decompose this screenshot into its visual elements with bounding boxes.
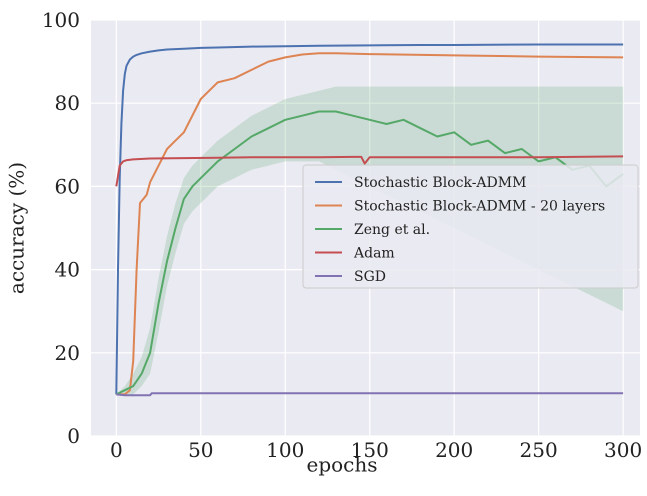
legend-box bbox=[302, 164, 639, 289]
x-tick-label: 100 bbox=[266, 438, 304, 462]
y-tick-label: 60 bbox=[55, 174, 80, 198]
series-lines bbox=[115, 43, 624, 397]
y-tick-label: 0 bbox=[67, 424, 80, 448]
y-tick-label: 20 bbox=[55, 341, 80, 365]
y-tick-label: 80 bbox=[55, 91, 80, 115]
series-line-zeng-et-al bbox=[115, 110, 624, 396]
y-tick-label: 40 bbox=[55, 258, 80, 282]
y-axis-title: accuracy (%) bbox=[5, 162, 29, 294]
legend: Stochastic Block-ADMM Stochastic Block-AD… bbox=[302, 164, 639, 289]
series-line-adam bbox=[115, 155, 624, 187]
series-line-stochastic-block-admm-20-layers bbox=[116, 52, 624, 396]
legend-label-adam: Adam bbox=[353, 246, 395, 262]
legend-label-zeng-et-al: Zeng et al. bbox=[354, 222, 430, 238]
tick-labels: 0 50 100 150 200 250 300 0 20 40 60 80 100 bbox=[42, 8, 642, 462]
legend-label-sgd: SGD bbox=[354, 269, 386, 285]
legend-label-stochastic-block-admm: Stochastic Block-ADMM bbox=[354, 175, 526, 191]
legend-items: Stochastic Block-ADMM Stochastic Block-AD… bbox=[315, 175, 605, 285]
x-tick-label: 250 bbox=[520, 438, 558, 462]
series-line-sgd bbox=[116, 392, 624, 397]
legend-label-stochastic-block-admm-20-layers: Stochastic Block-ADMM - 20 layers bbox=[354, 199, 605, 215]
x-tick-label: 0 bbox=[110, 438, 123, 462]
x-tick-label: 200 bbox=[435, 438, 473, 462]
confidence-bands bbox=[116, 86, 624, 395]
x-tick-label: 150 bbox=[351, 438, 389, 462]
x-tick-label: 300 bbox=[604, 438, 642, 462]
x-axis-title: epochs bbox=[306, 453, 377, 477]
y-tick-label: 100 bbox=[42, 8, 80, 32]
series-line-stochastic-block-admm bbox=[115, 43, 624, 395]
band-zeng-et-al bbox=[116, 86, 624, 395]
x-tick-label: 50 bbox=[188, 438, 213, 462]
